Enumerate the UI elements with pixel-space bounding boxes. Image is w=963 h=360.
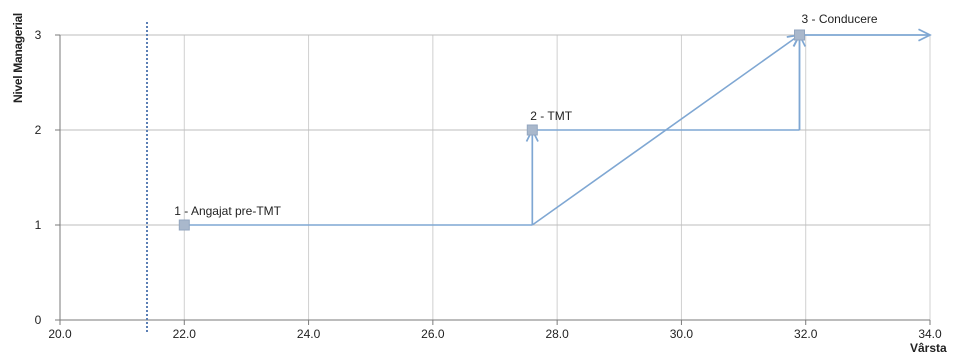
y-tick-label: 3 bbox=[35, 28, 42, 42]
y-tick-label: 2 bbox=[35, 123, 42, 137]
x-tick-label: 34.0 bbox=[918, 327, 942, 341]
data-point-label: 2 - TMT bbox=[530, 109, 572, 123]
x-tick-label: 20.0 bbox=[48, 327, 72, 341]
y-tick-label: 1 bbox=[35, 218, 42, 232]
y-axis-label: Nivel Managerial bbox=[11, 13, 25, 103]
data-point-label: 1 - Angajat pre-TMT bbox=[174, 204, 281, 218]
x-tick-label: 28.0 bbox=[545, 327, 569, 341]
x-tick-label: 22.0 bbox=[173, 327, 197, 341]
path-arrow bbox=[531, 35, 799, 226]
x-tick-label: 30.0 bbox=[670, 327, 694, 341]
data-point-marker bbox=[526, 124, 538, 136]
data-point-label: 3 - Conducere bbox=[802, 12, 878, 26]
data-point-marker bbox=[178, 219, 190, 231]
y-tick-label: 0 bbox=[35, 313, 42, 327]
x-tick-label: 26.0 bbox=[421, 327, 445, 341]
x-axis-label: Vârsta bbox=[910, 341, 947, 355]
x-tick-label: 24.0 bbox=[297, 327, 321, 341]
x-tick-label: 32.0 bbox=[794, 327, 818, 341]
data-point-marker bbox=[794, 29, 805, 41]
